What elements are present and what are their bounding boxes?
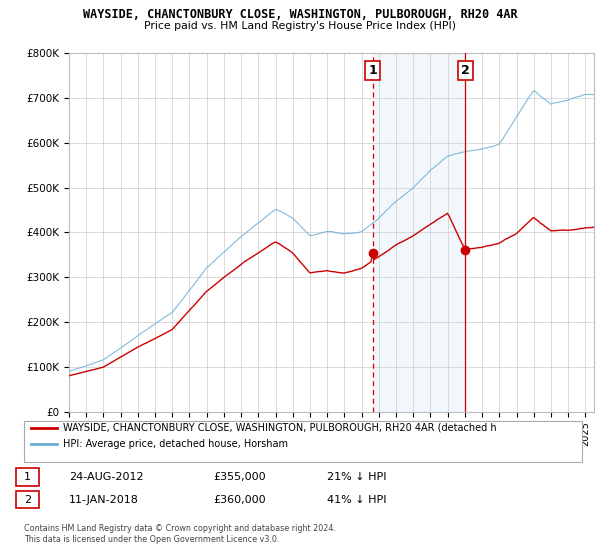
Text: £355,000: £355,000 (213, 472, 266, 482)
Text: WAYSIDE, CHANCTONBURY CLOSE, WASHINGTON, PULBOROUGH, RH20 4AR: WAYSIDE, CHANCTONBURY CLOSE, WASHINGTON,… (83, 8, 517, 21)
Text: 41% ↓ HPI: 41% ↓ HPI (327, 494, 386, 505)
Text: Contains HM Land Registry data © Crown copyright and database right 2024.: Contains HM Land Registry data © Crown c… (24, 524, 336, 533)
Text: 1: 1 (24, 472, 31, 482)
Text: WAYSIDE, CHANCTONBURY CLOSE, WASHINGTON, PULBOROUGH, RH20 4AR (detached h: WAYSIDE, CHANCTONBURY CLOSE, WASHINGTON,… (63, 423, 497, 432)
Text: 2: 2 (24, 494, 31, 505)
Text: £360,000: £360,000 (213, 494, 266, 505)
Text: Price paid vs. HM Land Registry's House Price Index (HPI): Price paid vs. HM Land Registry's House … (144, 21, 456, 31)
Text: 24-AUG-2012: 24-AUG-2012 (69, 472, 143, 482)
Text: 2: 2 (461, 64, 470, 77)
Bar (373, 53, 466, 412)
Text: This data is licensed under the Open Government Licence v3.0.: This data is licensed under the Open Gov… (24, 535, 280, 544)
Text: 1: 1 (368, 64, 377, 77)
Text: 11-JAN-2018: 11-JAN-2018 (69, 494, 139, 505)
Text: 21% ↓ HPI: 21% ↓ HPI (327, 472, 386, 482)
Text: HPI: Average price, detached house, Horsham: HPI: Average price, detached house, Hors… (63, 440, 288, 449)
